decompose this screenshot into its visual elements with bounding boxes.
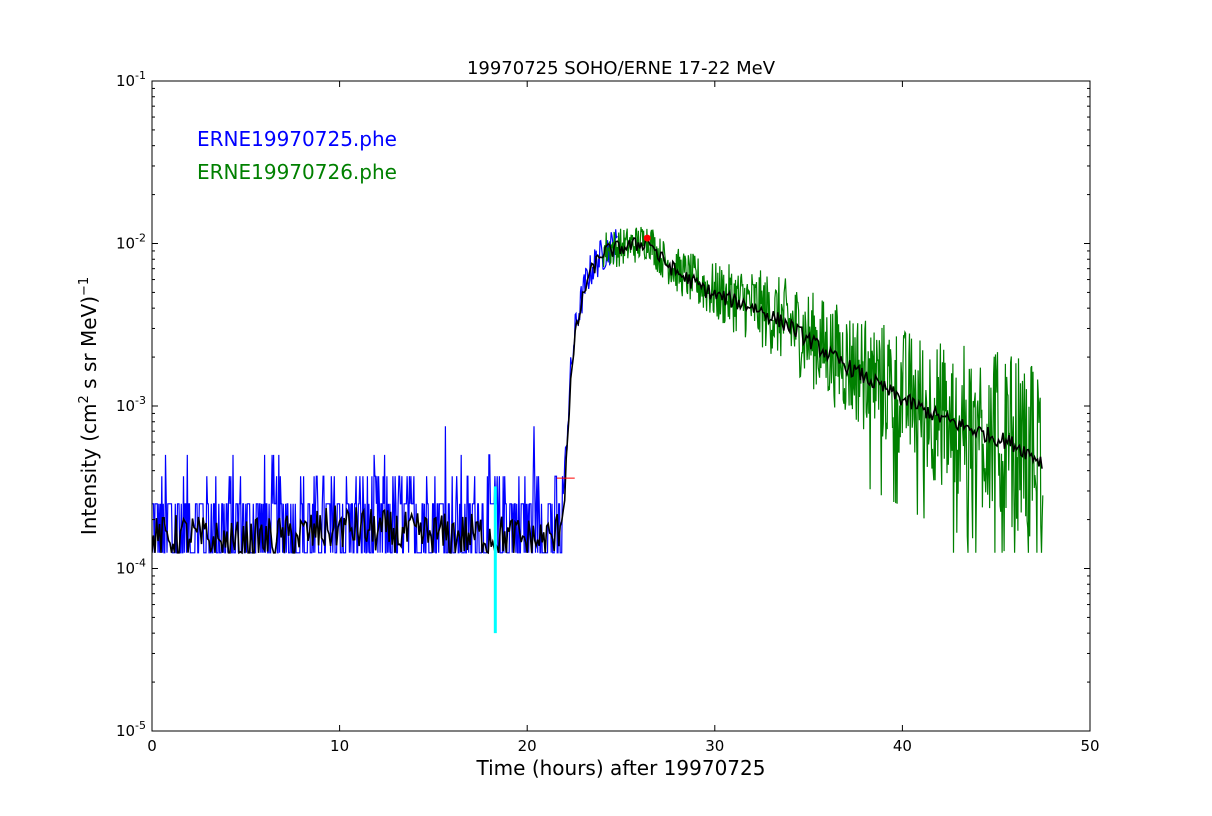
legend-entry-green: ERNE19970726.phe bbox=[197, 160, 397, 184]
y-tick-label: 10-5 bbox=[116, 719, 146, 740]
x-tick-label: 40 bbox=[893, 737, 912, 755]
x-tick-label: 0 bbox=[147, 737, 157, 755]
series-line-erne19970726 bbox=[601, 226, 1044, 553]
y-tick-label: 10-2 bbox=[116, 232, 146, 253]
chart-title: 19970725 SOHO/ERNE 17-22 MeV bbox=[467, 58, 776, 79]
series-line-smoothed bbox=[152, 236, 1043, 555]
marker-red-peak-point bbox=[643, 234, 651, 242]
axis-ticks: 0 10 20 30 40 50 10-5 10-4 10-3 10-2 10-1 bbox=[116, 69, 1100, 755]
y-tick-label: 10-1 bbox=[116, 69, 146, 90]
x-tick-label: 20 bbox=[518, 737, 537, 755]
y-axis-label: Intensity (cm2 s sr MeV)−1 bbox=[77, 277, 101, 535]
legend-entry-blue: ERNE19970725.phe bbox=[197, 127, 397, 151]
plot-content bbox=[152, 226, 1044, 634]
y-axis-label-mid: s sr MeV) bbox=[77, 296, 101, 395]
y-tick-label: 10-3 bbox=[116, 394, 146, 415]
x-tick-label: 50 bbox=[1080, 737, 1099, 755]
y-axis-label-main: Intensity (cm bbox=[77, 403, 101, 535]
y-axis-label-sup2: −1 bbox=[77, 277, 92, 296]
x-tick-label: 30 bbox=[705, 737, 724, 755]
x-axis-label: Time (hours) after 19970725 bbox=[476, 756, 766, 780]
legend: ERNE19970725.phe ERNE19970726.phe bbox=[197, 127, 397, 184]
x-tick-label: 10 bbox=[330, 737, 349, 755]
y-axis-label-sup1: 2 bbox=[77, 395, 92, 403]
y-tick-label: 10-4 bbox=[116, 557, 146, 578]
